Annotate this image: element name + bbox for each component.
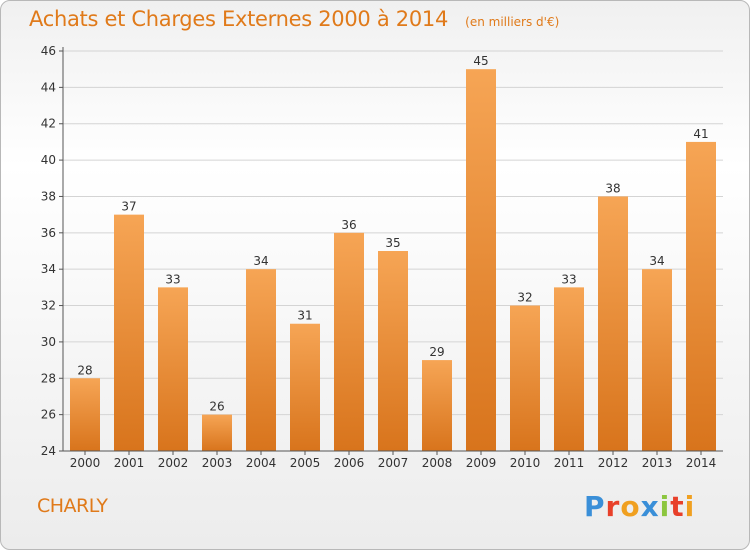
bar-2013 [642,269,672,451]
x-tick-label-2007: 2007 [378,456,409,470]
bar-2006 [334,232,364,451]
logo-letter: x [640,490,660,523]
x-tick-label-2013: 2013 [642,456,673,470]
data-label-2006: 36 [341,218,356,232]
data-label-2004: 34 [253,254,268,268]
data-label-2010: 32 [517,291,532,305]
data-label-2012: 38 [605,181,620,195]
x-tick-label-2011: 2011 [554,456,585,470]
bar-2005 [290,323,320,451]
bars [70,69,716,451]
data-label-2011: 33 [561,272,576,286]
y-tick-label: 34 [41,262,56,276]
data-label-2007: 35 [385,236,400,250]
chart-subtitle: (en milliers d'€) [465,15,560,29]
y-tick-label: 44 [41,80,56,94]
logo-letter: r [605,490,621,523]
y-tick-label: 32 [41,299,56,313]
logo-letter: i [684,490,696,523]
bar-2007 [378,251,408,451]
x-tick-label-2003: 2003 [202,456,233,470]
logo-letter: P [584,490,606,523]
axes [59,47,723,455]
data-label-2002: 33 [165,272,180,286]
y-tick-label: 28 [41,371,56,385]
bar-2004 [246,269,276,451]
x-tick-label-2006: 2006 [334,456,365,470]
bar-2000 [70,378,100,451]
bar-2002 [158,287,188,451]
y-tick-label: 26 [41,408,56,422]
bar-2012 [598,196,628,451]
data-label-2000: 28 [77,363,92,377]
x-tick-label-2001: 2001 [114,456,145,470]
data-label-2009: 45 [473,54,488,68]
bar-2011 [554,287,584,451]
x-tick-label-2014: 2014 [686,456,717,470]
data-label-2013: 34 [649,254,664,268]
data-label-2003: 26 [209,400,224,414]
y-tick-label: 36 [41,226,56,240]
bar-2008 [422,360,452,451]
bar-2003 [202,414,232,451]
bar-2010 [510,305,540,451]
bar-2001 [114,214,144,451]
x-tick-label-2010: 2010 [510,456,541,470]
y-tick-label: 24 [41,444,56,458]
x-tick-label-2005: 2005 [290,456,321,470]
chart-title: Achats et Charges Externes 2000 à 2014 [29,7,449,31]
data-label-2001: 37 [121,200,136,214]
logo-letter: o [620,490,641,523]
x-tick-label-2009: 2009 [466,456,497,470]
x-tick-label-2000: 2000 [70,456,101,470]
y-tick-label: 30 [41,335,56,349]
y-tick-label: 40 [41,153,56,167]
title-block: Achats et Charges Externes 2000 à 2014 (… [29,7,559,31]
proxiti-logo: Proxiti [584,490,695,523]
bar-2009 [466,69,496,451]
y-tick-label: 38 [41,189,56,203]
logo-letter: t [670,490,685,523]
bar-2014 [686,141,716,451]
labels: 24 26 28 30 32 34 36 38 40 42 44 46 28 2000 37 2001 33 20… [41,44,717,470]
x-tick-label-2012: 2012 [598,456,629,470]
x-tick-label-2008: 2008 [422,456,453,470]
data-label-2005: 31 [297,309,312,323]
place-name: CHARLY [37,495,108,517]
x-tick-label-2002: 2002 [158,456,189,470]
logo-letter: i [659,490,671,523]
data-label-2014: 41 [693,127,708,141]
y-tick-label: 46 [41,44,56,58]
data-label-2008: 29 [429,345,444,359]
x-tick-label-2004: 2004 [246,456,277,470]
y-tick-label: 42 [41,117,56,131]
